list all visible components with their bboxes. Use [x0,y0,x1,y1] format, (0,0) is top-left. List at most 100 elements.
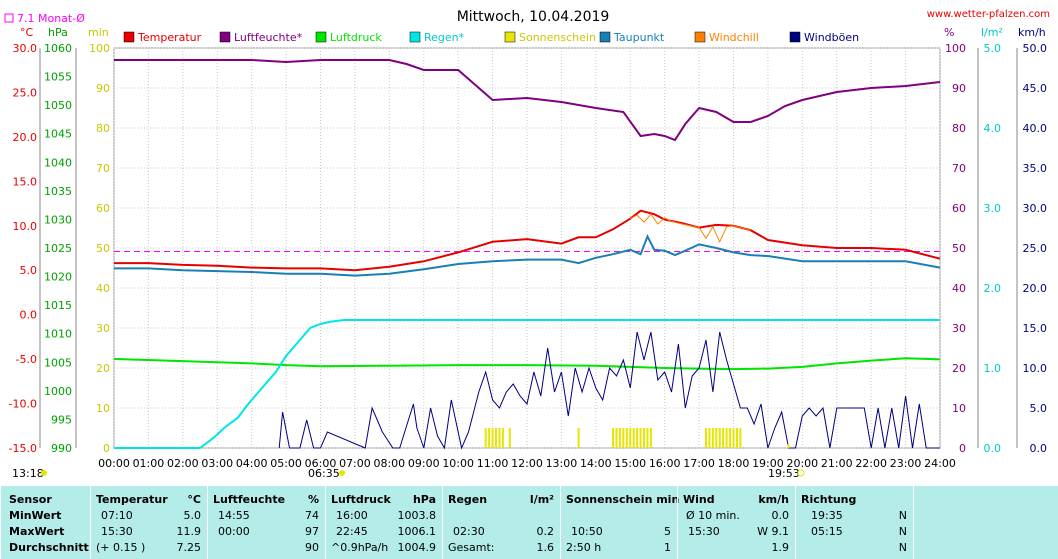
series-windchill [630,213,751,244]
temp-tick: 10.0 [13,220,38,233]
rain-tick: 2.0 [984,282,1002,295]
rain-tick: 5.0 [984,42,1002,55]
humidity-tick: 20 [952,362,966,375]
x-tick: 14:00 [580,457,612,470]
temp-tick: 30.0 [13,42,38,55]
pressure-tick: 1025 [44,242,72,255]
legend-label: Regen* [424,31,465,44]
chart-axes: 30.0 25.0 20.0 15.0 10.0 5.0 0.0 -5.0 -10.0 -15.0… [9,42,1047,470]
sunrise-icon [339,470,345,476]
weather-chart: 30.0 25.0 20.0 15.0 10.0 5.0 0.0 -5.0 -10.0 -15.0… [4,9,1050,480]
label-sensor: Sensor [9,493,52,506]
sun-bar [491,428,494,448]
sun-bar [722,428,725,448]
sun-tick: 100 [89,42,110,55]
sun-tick: 40 [96,282,110,295]
col-sun: Sonnenschein min 10:50 5 2:50 h 1 [560,486,679,559]
x-tick: 21:00 [821,457,853,470]
x-tick: 23:00 [890,457,922,470]
sun-bar [704,428,707,448]
sun-tick: 0 [103,442,110,455]
unit-sun: min [88,26,109,39]
legend-label: Taupunkt [613,31,665,44]
legend-label: Luftdruck [330,31,382,44]
sun-bar [618,428,621,448]
rain-tick: 3.0 [984,202,1002,215]
sun-bar [495,428,498,448]
series-taupunkt [114,233,941,277]
sun-tick: 80 [96,122,110,135]
x-tick: 04:00 [236,457,268,470]
sun-bar [725,428,728,448]
temp-tick: 5.0 [20,264,38,277]
sunset-icon [797,469,805,477]
sun-bar [636,428,639,448]
pressure-tick: 995 [51,413,72,426]
legend-label: Windböen [804,31,859,44]
pressure-tick: 1015 [44,299,72,312]
pressure-tick: 1045 [44,128,72,141]
unit-pressure: hPa [48,26,68,39]
series-luftfeuchte [114,59,941,142]
pressure-tick: 1035 [44,185,72,198]
temp-tick: -10.0 [9,398,37,411]
rain-tick: 4.0 [984,122,1002,135]
sun-bar [488,428,491,448]
temp-tick: -15.0 [9,442,37,455]
sun-bar [708,428,711,448]
legend-swatch [123,31,135,43]
sun-bar [732,428,735,448]
humidity-tick: 0 [959,442,966,455]
sun-tick: 70 [96,162,110,175]
wind-tick: 40.0 [1023,122,1048,135]
sun-bar [649,428,652,448]
sun-bar [646,428,649,448]
x-tick: 08:00 [373,457,405,470]
sun-tick: 10 [96,402,110,415]
label-min: MinWert [9,509,62,522]
pressure-tick: 1020 [44,271,72,284]
legend-swatch [694,31,706,43]
wind-tick: 45.0 [1023,82,1048,95]
x-tick: 10:00 [442,457,474,470]
legend-swatch [409,31,421,43]
sun-bar [577,428,580,448]
series-regen [114,319,940,449]
unit-temp: °C [20,26,34,39]
sun-bar [632,428,635,448]
legend-label: Windchill [709,31,759,44]
series-luftdruck [113,357,941,371]
wind-tick: 0.0 [1030,442,1048,455]
sun-bar [639,428,642,448]
sun-tick: 90 [96,82,110,95]
statistics-table: Sensor MinWert MaxWert Durchschnitt Temp… [0,486,1058,559]
humidity-tick: 90 [952,82,966,95]
wind-tick: 25.0 [1023,242,1048,255]
legend-label: Sonnenschein [519,31,596,44]
sun-bar [787,444,790,448]
x-tick: 24:00 [924,457,956,470]
x-tick: 13:00 [546,457,578,470]
unit-rain: l/m² [981,26,1003,39]
col-rain: Regen l/m² 02:30 0.2 Gesamt: 1.6 [442,486,560,559]
sun-bar [615,428,618,448]
pressure-tick: 1055 [44,71,72,84]
sun-tick: 50 [96,242,110,255]
legend-swatch [504,31,516,43]
sun-tick: 30 [96,322,110,335]
sun-icon [41,470,47,476]
pressure-tick: 1040 [44,156,72,169]
pressure-tick: 1000 [44,385,72,398]
sun-bar [622,428,625,448]
x-tick: 09:00 [408,457,440,470]
col-empty [913,486,1058,559]
temp-tick: -5.0 [16,353,37,366]
label-avg: Durchschnitt [9,541,89,554]
wind-tick: 30.0 [1023,202,1048,215]
sun-bar [508,428,511,448]
monthly-avg-icon [4,13,14,23]
wind-tick: 5.0 [1030,402,1048,415]
sun-bar [498,428,501,448]
sun-bar [739,428,742,448]
sun-bar [625,428,628,448]
